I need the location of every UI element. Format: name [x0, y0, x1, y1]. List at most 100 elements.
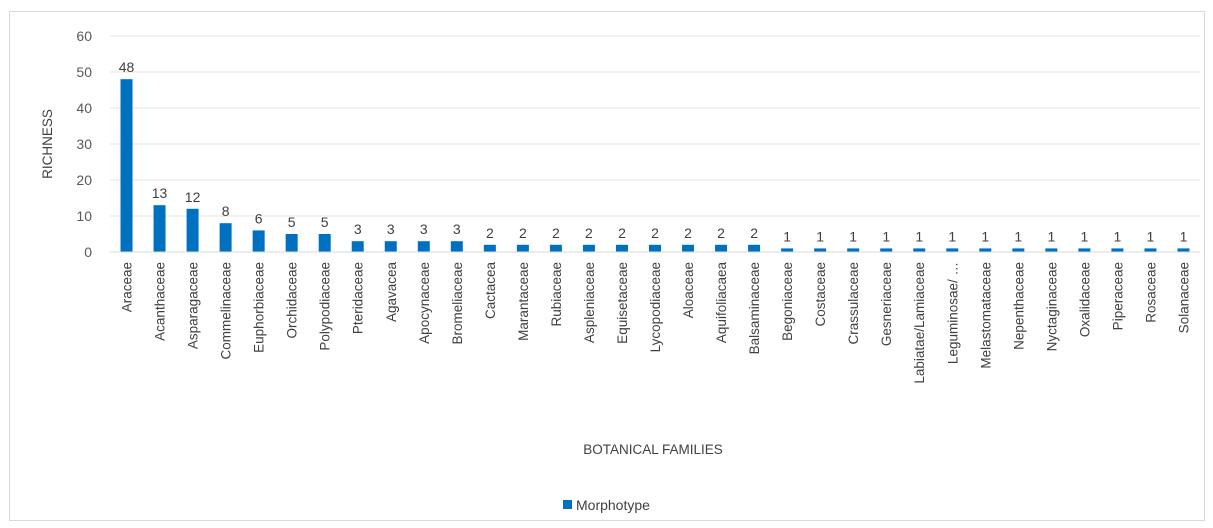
- x-tick-label: Asparagaceae: [186, 262, 201, 349]
- bar: [582, 244, 595, 252]
- x-tick-label: Euphorbiaceae: [252, 262, 267, 353]
- x-tick-label: Labiatae/Lamiaceae: [912, 262, 927, 384]
- x-tick-label: Pteridaceae: [351, 262, 366, 334]
- x-tick-label: Araceae: [120, 262, 135, 312]
- bar: [384, 241, 397, 252]
- x-tick-label: Piperaceae: [1110, 262, 1125, 330]
- x-tick-label: Oxalidaceae: [1077, 262, 1092, 337]
- x-tick-label: Acanthaceae: [153, 262, 168, 341]
- bar: [120, 79, 133, 252]
- x-tick-label: Agavacea: [384, 262, 399, 323]
- x-tick-label: Leguminosae/ …: [945, 262, 960, 364]
- x-tick-label: Aspleniaceae: [582, 262, 597, 343]
- x-tick-label: Polypodiaceae: [318, 262, 333, 351]
- x-tick-label: Rosaceae: [1143, 262, 1158, 323]
- bar: [814, 248, 827, 252]
- data-label: 1: [948, 228, 956, 244]
- y-tick-label: 30: [76, 136, 92, 152]
- y-axis-title: RICHNESS: [40, 109, 55, 179]
- data-label: 6: [255, 210, 263, 226]
- data-label: 1: [981, 228, 989, 244]
- data-label: 2: [717, 225, 725, 241]
- data-label: 1: [1114, 228, 1122, 244]
- x-tick-label: Solanaceae: [1176, 262, 1191, 333]
- legend-label: Morphotype: [576, 497, 650, 513]
- y-tick-label: 40: [76, 100, 92, 116]
- legend: Morphotype: [563, 497, 650, 513]
- bar: [649, 244, 661, 252]
- data-label: 8: [222, 203, 230, 219]
- y-axis-ticks: 0 10 20 30 40 50 60: [76, 28, 92, 260]
- data-label: 13: [152, 185, 168, 201]
- bar: [1177, 248, 1190, 252]
- data-label: 12: [185, 189, 201, 205]
- data-label: 1: [816, 228, 824, 244]
- bar: [682, 244, 695, 252]
- bar: [252, 230, 265, 252]
- data-label: 2: [750, 225, 758, 241]
- x-tick-label: Marantaceae: [516, 262, 531, 341]
- data-label: 1: [783, 228, 791, 244]
- x-tick-label: Lycopodiaceae: [648, 262, 663, 352]
- data-label: 1: [1047, 228, 1055, 244]
- bar: [450, 241, 463, 252]
- x-tick-label: Costaceae: [813, 262, 828, 327]
- bar: [417, 241, 430, 252]
- data-label: 1: [1147, 228, 1155, 244]
- bar: [615, 244, 628, 252]
- bar: [285, 234, 298, 252]
- bar: [1012, 248, 1025, 252]
- x-tick-label: Bromeliaceae: [450, 262, 465, 345]
- data-label: 1: [915, 228, 923, 244]
- data-label: 2: [486, 225, 494, 241]
- bar: [549, 244, 562, 252]
- bar: [351, 241, 364, 252]
- bar: [748, 244, 761, 252]
- data-label: 1: [1080, 228, 1088, 244]
- bar: [219, 223, 232, 252]
- data-labels: 48 13 12 8 6 5 5 3 3 3 3 2 2 2 2 2 2 2 2 2 1 1 1 1 1 1 1 1 1 1 1 1 1: [119, 59, 1188, 244]
- legend-swatch: [563, 500, 572, 509]
- bar: [781, 248, 794, 252]
- bar: [1078, 248, 1091, 252]
- x-tick-label: Melastomataceae: [978, 262, 993, 369]
- bar: [1045, 248, 1058, 252]
- x-tick-label: Commelinaceae: [219, 262, 234, 360]
- data-label: 2: [651, 225, 659, 241]
- chart-frame: [9, 11, 1205, 521]
- bars: [120, 79, 1190, 252]
- bar: [483, 244, 496, 252]
- x-axis-ticks: Araceae Acanthaceae Asparagaceae Commelinac…: [120, 262, 1192, 384]
- bar: [913, 248, 926, 252]
- x-tick-label: Nepenthaceae: [1011, 262, 1026, 350]
- x-tick-label: Gesneriaceae: [879, 262, 894, 346]
- data-label: 2: [552, 225, 560, 241]
- y-tick-label: 50: [76, 64, 92, 80]
- data-label: 2: [618, 225, 626, 241]
- data-label: 1: [1014, 228, 1022, 244]
- x-tick-label: Crassulaceae: [846, 262, 861, 345]
- data-label: 2: [519, 225, 527, 241]
- x-tick-label: Begoniaceae: [780, 262, 795, 341]
- bar: [847, 248, 860, 252]
- data-label: 5: [288, 214, 296, 230]
- y-tick-label: 10: [76, 208, 92, 224]
- bar: [1144, 248, 1157, 252]
- x-tick-label: Cactacea: [483, 262, 498, 320]
- bar: [979, 248, 992, 252]
- data-label: 3: [354, 221, 362, 237]
- data-label: 1: [849, 228, 857, 244]
- x-tick-label: Aquifoliacaea: [714, 262, 729, 344]
- data-label: 1: [882, 228, 890, 244]
- y-tick-label: 60: [76, 28, 92, 44]
- bar: [516, 244, 529, 252]
- y-tick-label: 20: [76, 172, 92, 188]
- gridlines: [110, 35, 1200, 217]
- bar: [153, 205, 166, 252]
- data-label: 5: [321, 214, 329, 230]
- x-tick-label: Balsaminaceae: [747, 262, 762, 354]
- bar: [1111, 248, 1124, 252]
- x-tick-label: Rubiaceae: [549, 262, 564, 327]
- y-tick-label: 0: [84, 244, 92, 260]
